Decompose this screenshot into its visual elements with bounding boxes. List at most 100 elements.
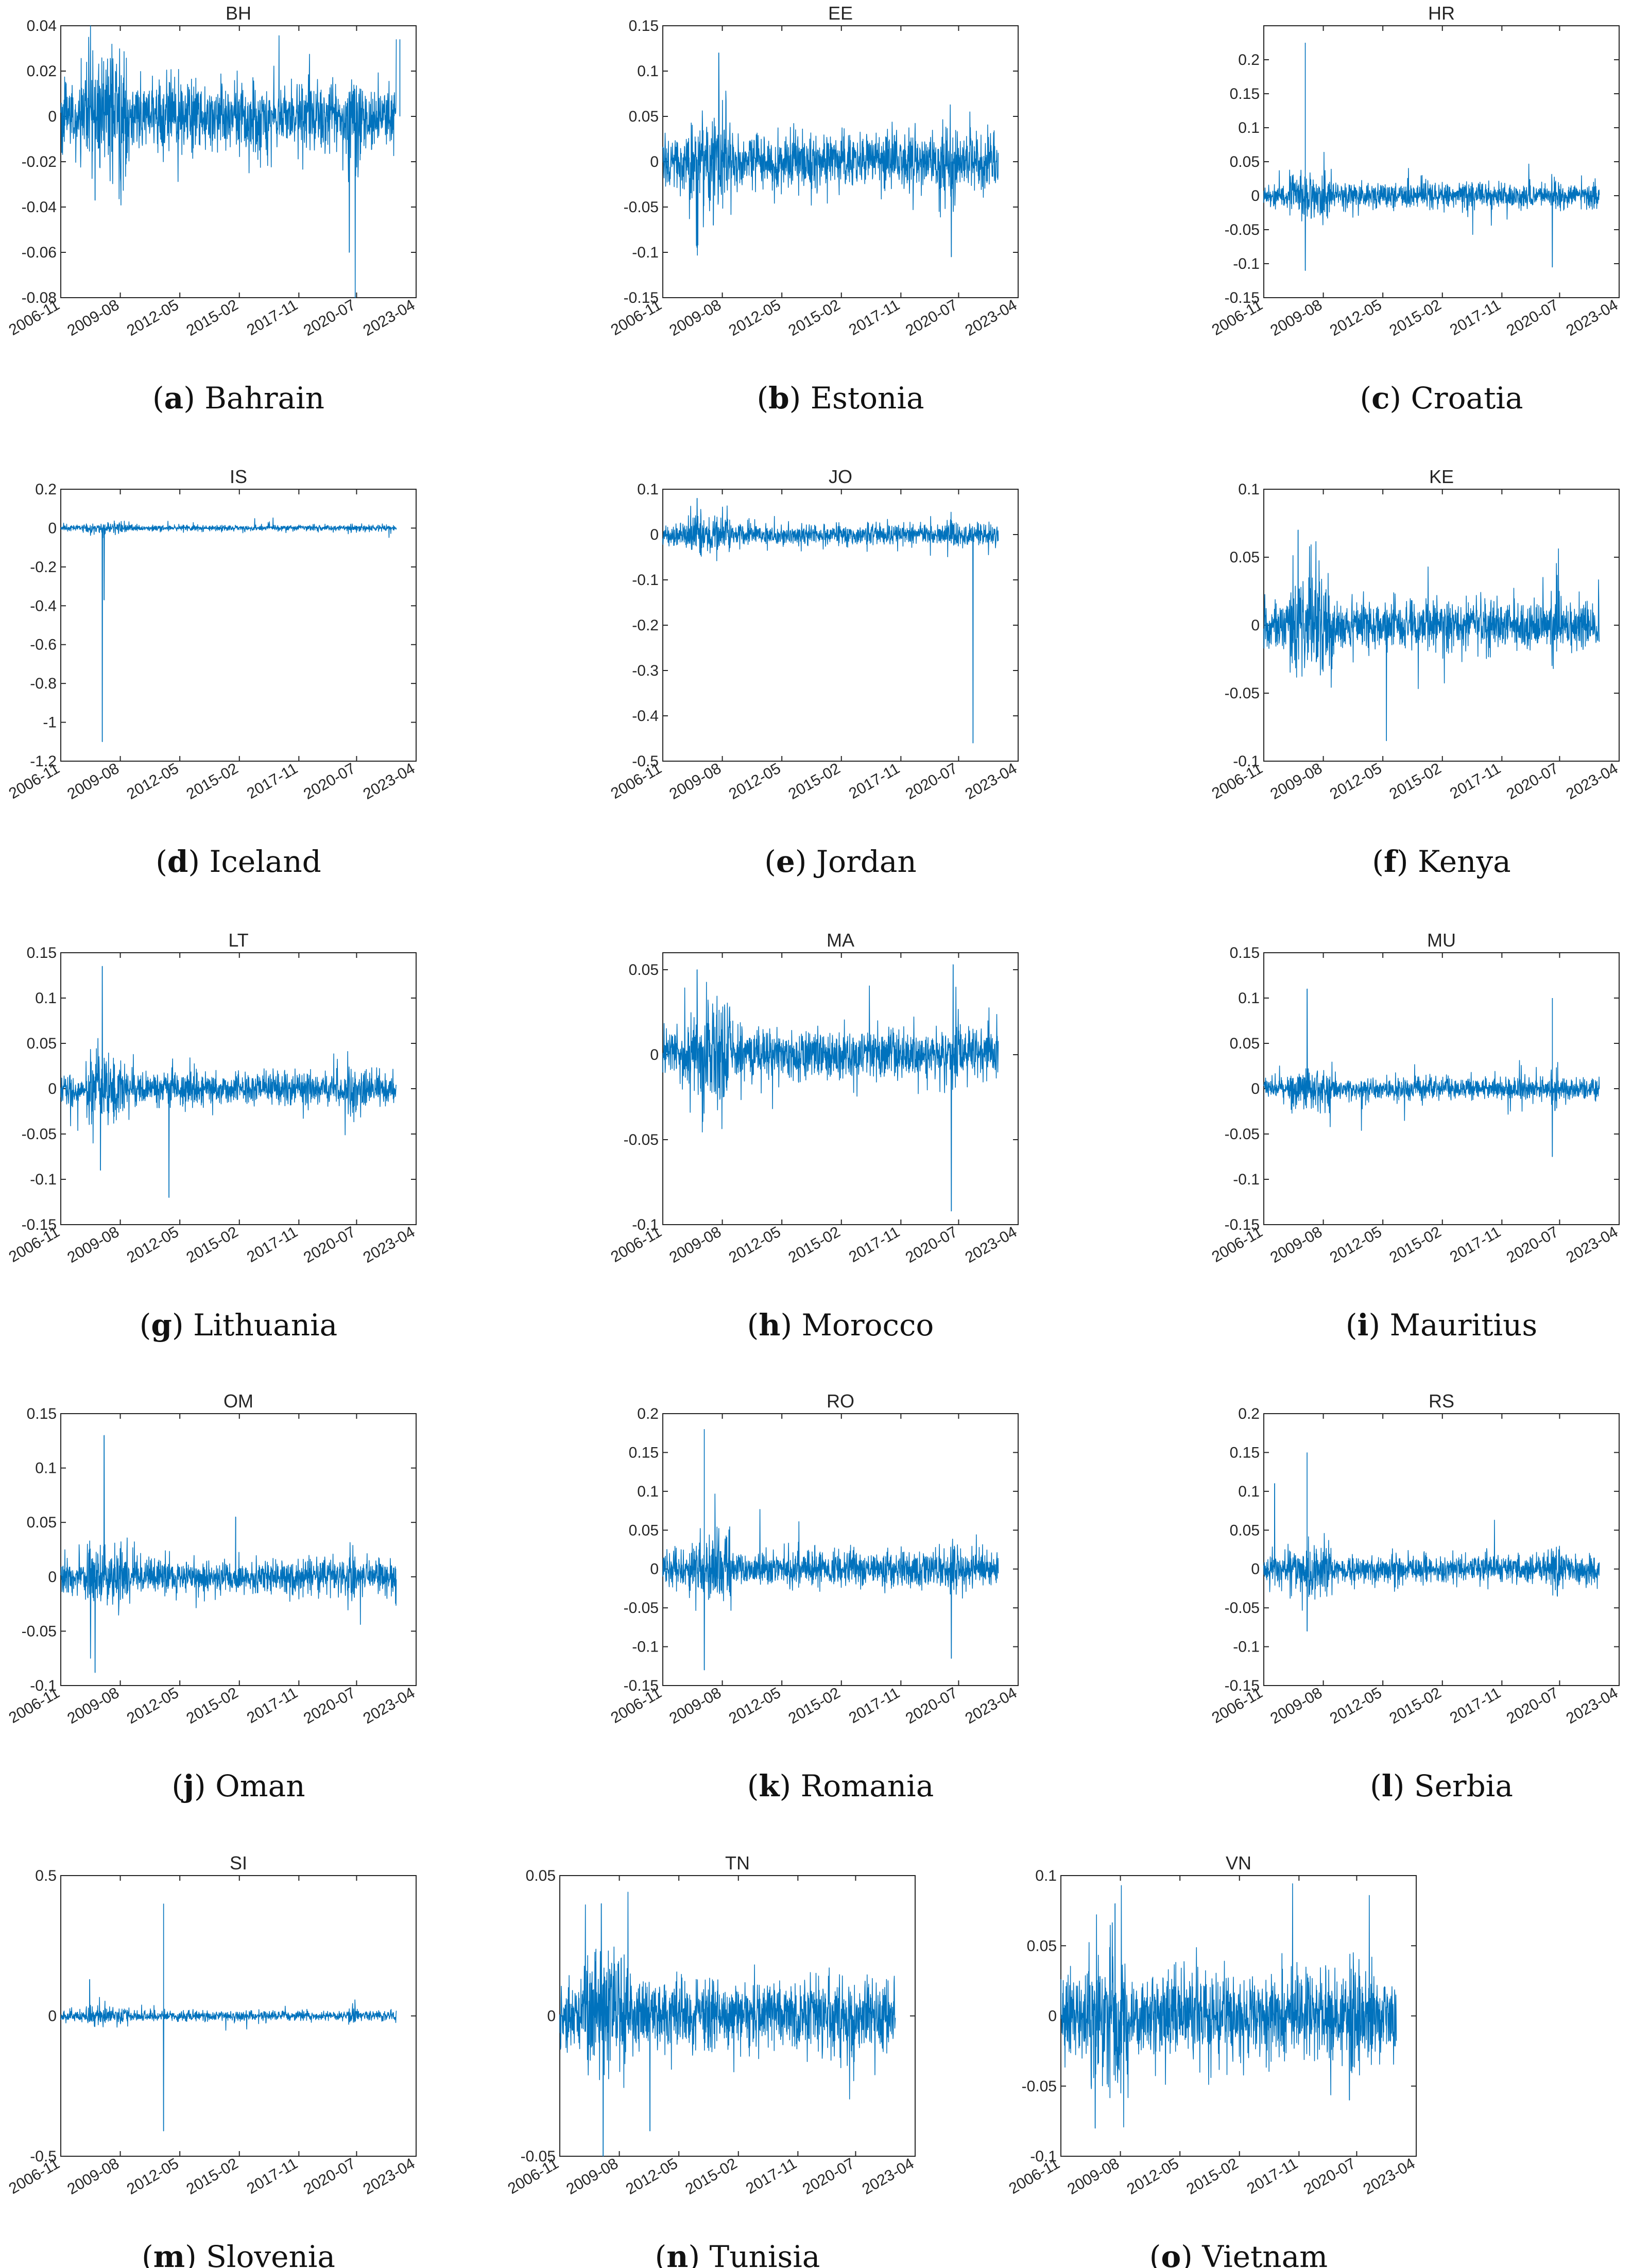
caption-paren: ) <box>1389 381 1411 416</box>
x-tick-label: 2023-04 <box>1564 1684 1621 1727</box>
caption-letter: f <box>1384 844 1399 879</box>
x-tick-label: 2012-05 <box>726 296 784 339</box>
caption-paren: ) <box>688 2239 709 2268</box>
y-tick-label: 0.04 <box>27 18 57 35</box>
x-tick-label: 2015-02 <box>183 296 241 339</box>
x-tick-label: 2012-05 <box>124 296 182 339</box>
x-tick-label: 2020-07 <box>301 760 358 803</box>
y-tick-label: 0.05 <box>629 1522 659 1539</box>
x-tick-label: 2017-11 <box>743 2155 800 2197</box>
x-tick-label: 2017-11 <box>244 2155 301 2197</box>
y-tick-label: -0.1 <box>30 1171 57 1188</box>
x-tick-label: 2009-08 <box>1267 760 1325 803</box>
x-tick-label: 2009-08 <box>666 1223 724 1266</box>
axes-frame <box>60 489 417 762</box>
x-tick-label: 2020-07 <box>1504 760 1561 803</box>
x-tick-label: 2009-08 <box>1267 1223 1325 1266</box>
x-tick-label: 2015-02 <box>183 1684 241 1727</box>
y-tick-label: 0.05 <box>27 1514 57 1531</box>
caption-country: Serbia <box>1414 1768 1513 1803</box>
y-tick-label: 0.15 <box>629 18 659 35</box>
caption-paren: ( <box>156 844 167 879</box>
axes-frame <box>60 1413 417 1686</box>
y-tick-label: -0.05 <box>1225 1600 1260 1617</box>
panel-caption: (e) Jordan <box>764 844 917 879</box>
caption-paren: ) <box>780 1308 801 1343</box>
caption-country: Bahrain <box>204 381 324 416</box>
panel-caption: (g) Lithuania <box>140 1308 337 1343</box>
panel-title: BH <box>226 3 251 24</box>
y-tick-label: -0.1 <box>1233 1171 1260 1188</box>
y-tick-label: 0.05 <box>629 961 659 978</box>
y-tick-label: 0.1 <box>637 63 659 80</box>
y-tick-label: -0.05 <box>624 1131 659 1148</box>
y-tick-label: -0.1 <box>632 572 659 589</box>
y-tick-label: -0.6 <box>30 637 57 654</box>
x-tick-label: 2009-08 <box>1267 1684 1325 1727</box>
x-tick-label: 2023-04 <box>1564 760 1621 803</box>
y-tick-label: -0.3 <box>632 662 659 679</box>
x-tick-label: 2023-04 <box>963 1684 1020 1727</box>
y-tick-label: 0.05 <box>27 1035 57 1052</box>
caption-paren: ( <box>1360 381 1371 416</box>
series-line-om <box>60 1435 397 1673</box>
y-tick-label: 0.05 <box>1027 1937 1057 1954</box>
x-tick-label: 2009-08 <box>666 1684 724 1727</box>
x-tick-label: 2012-05 <box>726 760 784 803</box>
panel-caption: (b) Estonia <box>757 381 924 416</box>
y-tick-label: -1 <box>43 714 57 731</box>
y-tick-label: 0 <box>48 520 57 537</box>
panel-caption: (n) Tunisia <box>655 2239 820 2268</box>
y-tick-label: 0.1 <box>1238 119 1260 136</box>
x-tick-label: 2017-11 <box>244 1684 301 1727</box>
y-tick-label: -0.5 <box>30 2148 57 2165</box>
y-tick-label: 0.15 <box>27 944 57 961</box>
y-tick-label: 0.05 <box>526 1867 556 1884</box>
x-tick-label: 2009-08 <box>1267 296 1325 339</box>
caption-country: Morocco <box>802 1308 934 1343</box>
panel-title: LT <box>228 930 248 951</box>
y-tick-label: 0.15 <box>27 1405 57 1422</box>
caption-country: Oman <box>215 1768 305 1803</box>
x-tick-label: 2015-02 <box>785 1223 843 1266</box>
y-tick-label: -0.15 <box>1225 1216 1260 1233</box>
y-tick-label: 0.15 <box>629 1444 659 1461</box>
y-tick-label: -0.1 <box>30 1677 57 1694</box>
y-tick-label: -0.05 <box>22 1623 57 1640</box>
x-tick-label: 2020-07 <box>1504 1223 1561 1266</box>
caption-country: Vietnam <box>1201 2239 1328 2268</box>
y-tick-label: 0.1 <box>637 481 659 498</box>
y-tick-label: 0.05 <box>1230 1522 1260 1539</box>
series-line-tn <box>559 1892 896 2157</box>
y-tick-label: 0.15 <box>1230 85 1260 102</box>
caption-paren: ( <box>1372 844 1384 879</box>
y-tick-label: 0.05 <box>1230 153 1260 170</box>
x-tick-label: 2023-04 <box>963 760 1020 803</box>
panel-caption: (f) Kenya <box>1372 844 1510 879</box>
caption-paren: ) <box>1181 2239 1202 2268</box>
y-tick-label: 0.1 <box>1238 990 1260 1007</box>
panel-caption: (k) Romania <box>747 1768 934 1803</box>
caption-letter: b <box>768 381 789 416</box>
x-tick-label: 2020-07 <box>301 2155 358 2198</box>
panel-title: RO <box>827 1390 854 1412</box>
x-tick-label: 2023-04 <box>360 1684 418 1727</box>
caption-letter: i <box>1357 1308 1368 1343</box>
y-tick-label: -0.05 <box>1225 1126 1260 1143</box>
y-tick-label: 0 <box>1251 187 1260 204</box>
caption-country: Jordan <box>814 844 917 879</box>
x-tick-label: 2012-05 <box>1327 760 1385 803</box>
y-tick-label: 0 <box>547 2008 556 2025</box>
series-line-is <box>60 517 397 743</box>
x-tick-label: 2017-11 <box>846 1223 903 1266</box>
y-tick-label: 0.5 <box>35 1867 57 1884</box>
x-tick-label: 2012-05 <box>124 1223 182 1266</box>
panel-title: OM <box>224 1390 253 1412</box>
panel-caption: (h) Morocco <box>747 1308 934 1343</box>
y-tick-label: -0.8 <box>30 675 57 692</box>
y-tick-label: -0.2 <box>30 559 57 576</box>
y-tick-label: 0.1 <box>1238 481 1260 498</box>
y-tick-label: -0.05 <box>624 1600 659 1617</box>
